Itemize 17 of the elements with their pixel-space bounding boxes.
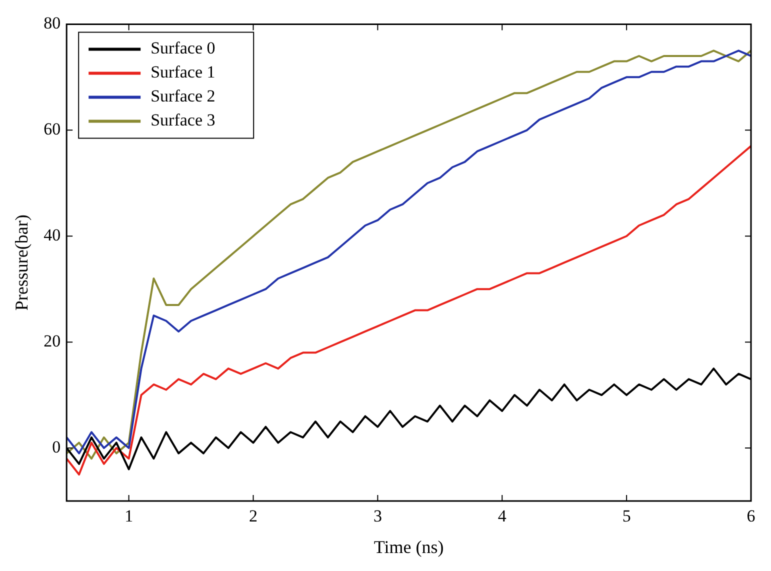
x-tick-label: 6 (746, 506, 756, 526)
legend-label: Surface 3 (150, 110, 216, 130)
legend-label: Surface 2 (150, 86, 216, 106)
x-tick-label: 4 (498, 506, 507, 526)
y-tick-label: 80 (44, 14, 61, 33)
x-tick-label: 2 (249, 506, 258, 526)
legend-label: Surface 0 (150, 38, 216, 58)
y-tick-label: 40 (44, 226, 61, 245)
y-axis-title: Pressure(bar) (12, 214, 32, 311)
y-tick-label: 20 (44, 332, 61, 351)
x-tick-label: 1 (124, 506, 134, 526)
x-tick-label: 3 (373, 506, 382, 526)
legend-label: Surface 1 (150, 62, 216, 82)
y-tick-label: 0 (52, 437, 61, 456)
x-tick-label: 5 (622, 506, 631, 526)
x-axis-title: Time (ns) (374, 536, 444, 557)
y-tick-label: 60 (44, 120, 61, 139)
